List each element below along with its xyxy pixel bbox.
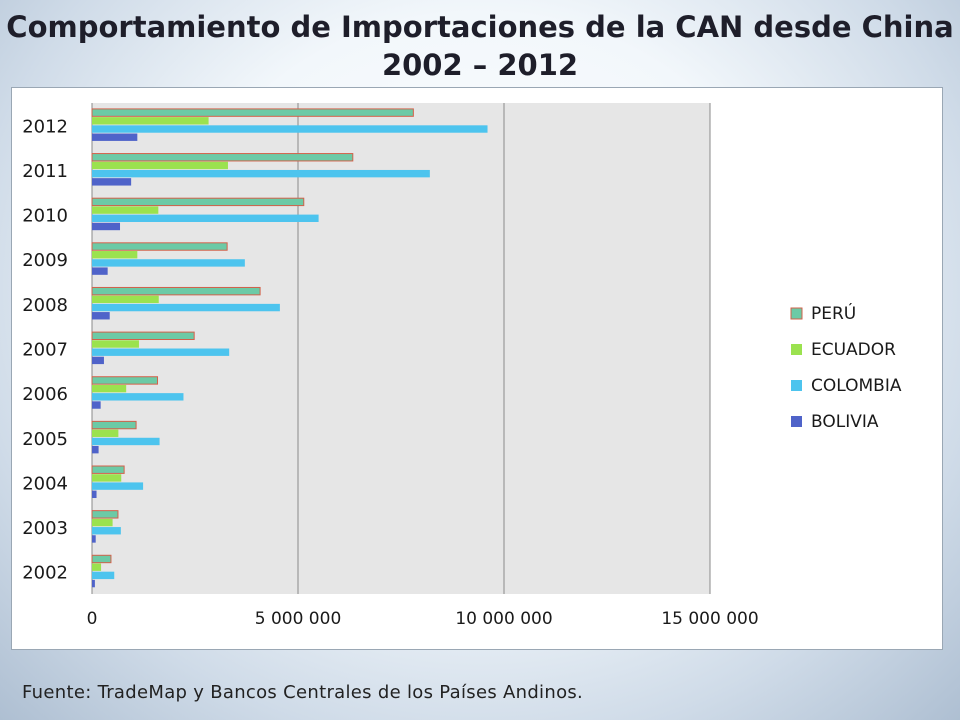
chart-title: Comportamiento de Importaciones de la CA… xyxy=(0,8,960,84)
bar-per-2012 xyxy=(91,108,414,117)
x-tick-label-0: 0 xyxy=(87,609,98,629)
legend-label-bolivia: BOLIVIA xyxy=(811,412,879,432)
bar-colombia-2007 xyxy=(92,348,230,356)
x-tick-label-2: 10 000 000 xyxy=(455,609,552,629)
bar-per-2005 xyxy=(91,420,137,430)
bar-per-2010 xyxy=(91,197,305,207)
bar-colombia-2005 xyxy=(92,437,160,446)
x-tick-label-1: 5 000 000 xyxy=(255,609,342,629)
y-tick-label-2009: 2009 xyxy=(22,250,68,271)
legend-label-per: PERÚ xyxy=(811,302,856,324)
y-tick-label-2010: 2010 xyxy=(22,206,68,227)
y-tick-label-2002: 2002 xyxy=(22,563,68,584)
bar-colombia-2011 xyxy=(92,169,430,178)
bar-ecuador-2004 xyxy=(92,474,122,482)
bar-per-2008 xyxy=(91,286,261,296)
bar-per-2009 xyxy=(91,242,228,251)
bar-ecuador-2006 xyxy=(92,384,127,393)
bar-colombia-2002 xyxy=(92,571,115,580)
bar-bolivia-2007 xyxy=(92,356,104,365)
bar-ecuador-2008 xyxy=(92,295,159,304)
bar-bolivia-2008 xyxy=(92,312,110,320)
bar-per-2011 xyxy=(91,153,354,162)
y-tick-label-2005: 2005 xyxy=(22,429,68,450)
bar-ecuador-2007 xyxy=(92,340,139,348)
chart-title-line-1: Comportamiento de Importaciones de la CA… xyxy=(6,10,954,44)
y-tick-label-2006: 2006 xyxy=(22,384,68,405)
bar-colombia-2008 xyxy=(92,303,280,312)
bar-ecuador-2002 xyxy=(92,563,102,571)
bar-chart: 2002 2003 2004 2005 2006 2007 2008 2009 2010 2011… xyxy=(22,103,902,629)
bar-bolivia-2003 xyxy=(92,535,96,543)
bar-bolivia-2006 xyxy=(92,401,101,409)
bar-colombia-2003 xyxy=(92,527,121,535)
legend-label-colombia: COLOMBIA xyxy=(811,376,902,396)
y-tick-label-2012: 2012 xyxy=(22,116,68,137)
legend-label-ecuador: ECUADOR xyxy=(811,340,896,360)
legend-swatch-per xyxy=(790,307,803,320)
y-tick-label-2003: 2003 xyxy=(22,518,68,539)
bar-per-2003 xyxy=(91,510,119,519)
legend-swatch-ecuador xyxy=(791,344,802,355)
y-tick-label-2008: 2008 xyxy=(22,295,68,316)
bar-bolivia-2011 xyxy=(92,178,132,186)
bar-colombia-2006 xyxy=(92,393,184,401)
chart-title-line-2: 2002 – 2012 xyxy=(381,48,579,82)
bar-ecuador-2009 xyxy=(92,251,138,259)
bar-colombia-2004 xyxy=(92,482,144,490)
bar-ecuador-2003 xyxy=(92,518,113,527)
y-tick-label-2004: 2004 xyxy=(22,473,68,494)
bar-bolivia-2004 xyxy=(92,490,97,499)
chart-panel: 2002 2003 2004 2005 2006 2007 2008 2009 2010 2011… xyxy=(11,87,943,650)
bar-bolivia-2009 xyxy=(92,267,108,275)
x-tick-label-3: 15 000 000 xyxy=(661,609,758,629)
bar-bolivia-2010 xyxy=(92,222,121,231)
bar-per-2007 xyxy=(91,331,195,341)
bar-colombia-2010 xyxy=(92,214,319,222)
bar-ecuador-2005 xyxy=(92,429,119,437)
legend-swatch-colombia xyxy=(791,380,802,391)
y-tick-label-2007: 2007 xyxy=(22,340,68,361)
bar-bolivia-2005 xyxy=(92,445,99,454)
y-tick-label-2011: 2011 xyxy=(22,161,68,182)
bar-per-2004 xyxy=(91,465,125,474)
bar-ecuador-2011 xyxy=(92,161,228,170)
bar-colombia-2012 xyxy=(92,125,488,133)
legend-swatch-bolivia xyxy=(791,416,802,427)
bar-colombia-2009 xyxy=(92,259,245,267)
bar-per-2002 xyxy=(91,554,112,564)
bar-ecuador-2010 xyxy=(92,206,159,214)
bar-ecuador-2012 xyxy=(92,117,209,125)
bar-bolivia-2012 xyxy=(92,133,138,141)
bar-bolivia-2002 xyxy=(92,579,95,588)
source-note: Fuente: TradeMap y Bancos Centrales de l… xyxy=(22,682,584,703)
bar-per-2006 xyxy=(91,376,159,385)
